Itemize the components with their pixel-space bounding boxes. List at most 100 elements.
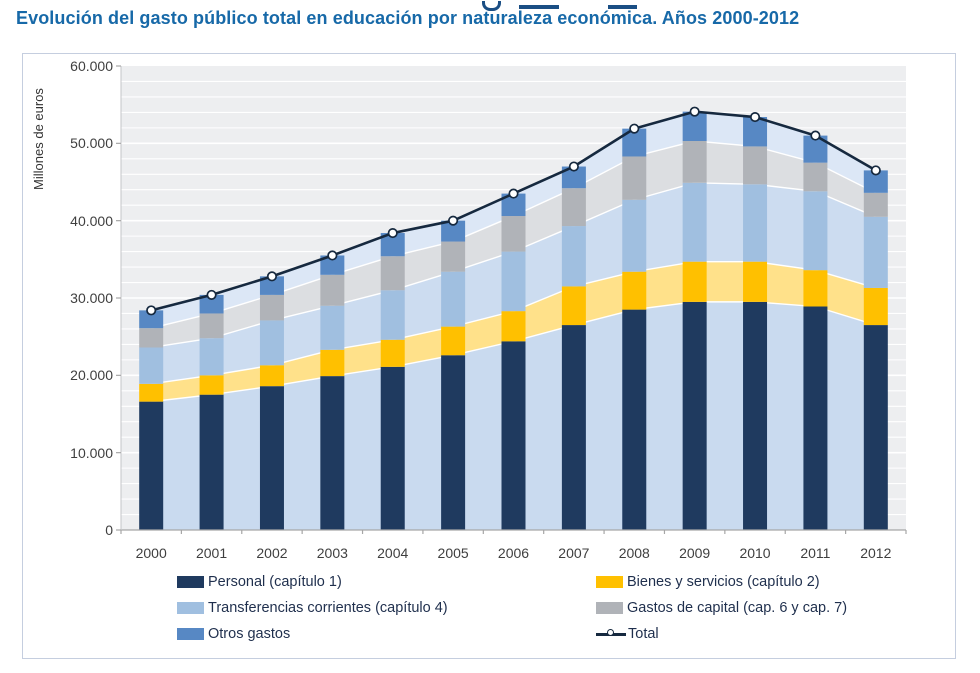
bar-segment-2000-s4 [139,310,164,329]
y-tick-label-50.000: 50.000 [70,135,113,152]
bar-segment-2006-s3 [501,216,526,252]
x-tick-label-2010: 2010 [739,545,771,561]
bar-segment-2007-s3 [561,188,586,227]
bar-segment-2007-s0 [561,325,586,530]
bar-segment-2010-s3 [743,146,768,185]
bar-segment-2005-s2 [441,271,466,327]
total-marker-2007 [568,161,579,172]
bar-segment-2011-s3 [803,162,828,192]
y-tick-label-10.000: 10.000 [70,444,113,461]
legend-item-total: Total [596,626,659,642]
bar-segment-2008-s3 [622,156,647,200]
legend-label-total: Total [628,626,659,642]
bar-segment-2006-s1 [501,311,526,342]
bar-segment-2007-s4 [561,166,586,189]
bar-segment-2008-s1 [622,271,647,310]
legend-swatch-personal [177,576,204,588]
plot-area [116,65,907,534]
x-tick-label-2008: 2008 [618,545,650,561]
x-tick-label-2001: 2001 [195,545,228,561]
bar-segment-2002-s0 [259,386,284,530]
x-tick-label-2006: 2006 [497,545,530,561]
bar-segment-2009-s1 [682,261,707,302]
bar-segment-2000-s2 [139,347,164,384]
bar-segment-2010-s0 [743,301,768,530]
legend-label-bienes: Bienes y servicios (capítulo 2) [627,574,820,590]
bar-segment-2005-s4 [441,220,466,242]
legend-swatch-bienes [596,576,623,588]
bar-segment-2012-s0 [863,325,888,530]
bar-segment-2002-s1 [259,365,284,387]
total-marker-2012 [870,165,881,176]
total-marker-2009 [689,106,700,117]
bar-segment-2005-s1 [441,326,466,356]
bar-segment-2009-s3 [682,141,707,183]
legend-swatch-gastos-capital [596,602,623,614]
y-tick-label-40.000: 40.000 [70,212,113,229]
bar-segment-2004-s4 [380,233,405,257]
page-title: Evolución del gasto público total en edu… [16,8,800,28]
bar-segment-2002-s4 [259,276,284,295]
y-tick-label-0: 0 [105,522,113,538]
bar-segment-2004-s1 [380,339,405,367]
bar-segment-2003-s1 [320,349,345,377]
legend-label-personal: Personal (capítulo 1) [208,574,342,590]
bar-segment-2006-s4 [501,193,526,217]
total-marker-2002 [266,271,278,282]
bar-segment-2006-s0 [501,341,526,530]
bar-segment-2003-s4 [320,255,345,275]
legend-label-transferencias: Transferencias corrientes (capítulo 4) [208,600,448,616]
bar-segment-2012-s4 [863,170,888,193]
total-marker-2003 [327,250,338,261]
bar-segment-2011-s0 [803,306,828,530]
bar-segment-2009-s0 [682,301,707,530]
y-tick-label-20.000: 20.000 [70,367,113,384]
bar-segment-2007-s1 [561,286,586,326]
total-marker-2008 [629,123,640,134]
x-tick-label-2007: 2007 [558,545,590,561]
x-tick-label-2003: 2003 [316,545,348,561]
y-tick-label-60.000: 60.000 [70,58,113,74]
legend-item-transferencias: Transferencias corrientes (capítulo 4) [177,600,448,616]
bar-segment-2005-s0 [441,355,466,530]
x-tick-label-2009: 2009 [679,545,711,561]
x-tick-label-2011: 2011 [800,545,831,561]
bar-segment-2000-s0 [139,401,164,530]
x-tick-label-2004: 2004 [377,545,409,561]
x-tick-label-2012: 2012 [860,545,892,561]
legend-swatch-otros-gastos [177,628,204,640]
bar-segment-2010-s2 [743,184,768,262]
total-marker-2011 [810,130,821,141]
total-marker-2004 [387,227,398,239]
legend-item-bienes: Bienes y servicios (capítulo 2) [596,574,820,590]
bar-segment-2004-s3 [380,256,405,291]
bar-segment-2012-s3 [863,192,888,217]
bar-segment-2008-s2 [622,199,647,272]
legend-item-otros-gastos: Otros gastos [177,626,290,642]
bar-segment-2000-s3 [139,328,164,348]
bar-segment-2012-s1 [863,287,888,326]
bar-segment-2010-s1 [743,261,768,302]
bar-segment-2009-s2 [682,182,707,262]
bar-segment-2003-s0 [320,376,345,530]
bar-segment-2003-s2 [320,305,345,350]
bar-segment-2001-s2 [199,338,224,376]
total-marker-2010 [749,111,761,123]
bar-segment-2011-s1 [803,270,828,307]
chart-frame: Millones de euros 0 10.000 20.000 30.000 40.… [22,53,956,659]
legend-swatch-transferencias [177,602,204,614]
total-marker-2000 [146,305,157,316]
clipped-text-fragment [608,5,637,9]
bar-segment-2004-s0 [380,366,405,530]
clipped-text-fragment [519,5,559,9]
legend-label-otros-gastos: Otros gastos [208,626,291,642]
bar-segment-2001-s0 [199,394,224,530]
bar-segment-2002-s2 [259,320,284,366]
bar-segment-2006-s2 [501,251,526,312]
bar-segment-2001-s4 [199,294,224,314]
bar-segment-2008-s0 [622,309,647,530]
total-marker-2001 [206,289,217,300]
bar-segment-2011-s2 [803,191,828,271]
legend-item-personal: Personal (capítulo 1) [177,574,342,590]
bar-segment-2004-s2 [380,290,405,340]
